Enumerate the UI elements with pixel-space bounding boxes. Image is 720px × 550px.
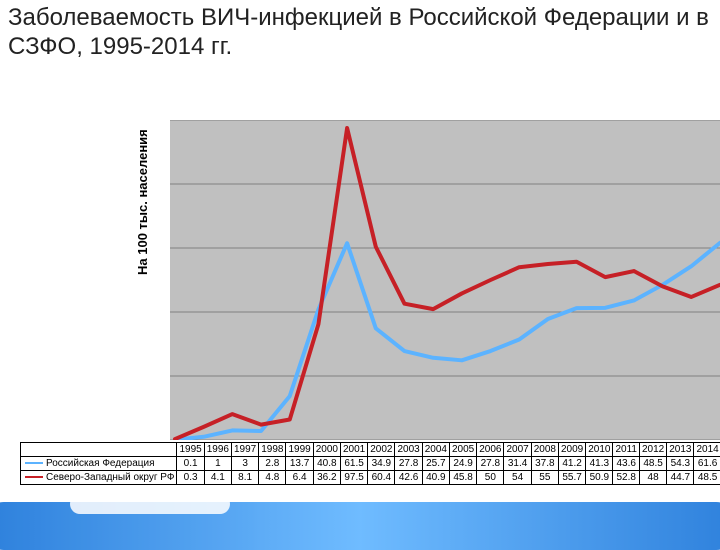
data-cell: 41.3 <box>586 457 613 471</box>
slide: Заболеваемость ВИЧ-инфекцией в Российско… <box>0 0 720 540</box>
data-cell: 8.1 <box>231 471 258 485</box>
year-header: 2008 <box>531 443 558 457</box>
year-header: 1996 <box>204 443 231 457</box>
year-header: 2005 <box>449 443 476 457</box>
year-header: 2002 <box>368 443 395 457</box>
data-cell: 24.9 <box>449 457 476 471</box>
data-cell: 13.7 <box>286 457 313 471</box>
data-cell: 1 <box>204 457 231 471</box>
data-cell: 55.7 <box>558 471 585 485</box>
data-cell: 27.8 <box>477 457 504 471</box>
data-cell: 48.5 <box>639 457 666 471</box>
data-cell: 3 <box>231 457 258 471</box>
data-cell: 50 <box>477 471 504 485</box>
year-header: 2013 <box>667 443 694 457</box>
data-cell: 42.6 <box>395 471 422 485</box>
data-cell: 54.3 <box>667 457 694 471</box>
data-cell: 97.5 <box>340 471 367 485</box>
data-cell: 37.8 <box>531 457 558 471</box>
year-header: 2010 <box>586 443 613 457</box>
year-header: 2003 <box>395 443 422 457</box>
year-header: 2001 <box>340 443 367 457</box>
year-header: 2011 <box>613 443 640 457</box>
data-cell: 2.8 <box>259 457 286 471</box>
data-cell: 36.2 <box>313 471 340 485</box>
data-cell: 50.9 <box>586 471 613 485</box>
data-cell: 61.6 <box>694 457 720 471</box>
data-cell: 4.8 <box>259 471 286 485</box>
data-cell: 0.3 <box>177 471 204 485</box>
year-header: 1997 <box>231 443 258 457</box>
chart-area: На 100 тыс. населения 020406080100 19951… <box>20 120 720 485</box>
data-cell: 43.6 <box>613 457 640 471</box>
data-cell: 55 <box>531 471 558 485</box>
data-cell: 48.5 <box>694 471 720 485</box>
series-label: Российская Федерация <box>21 457 177 471</box>
plot-svg <box>170 120 720 440</box>
year-header: 2004 <box>422 443 449 457</box>
plot-area <box>170 120 720 440</box>
data-cell: 25.7 <box>422 457 449 471</box>
data-cell: 52.8 <box>613 471 640 485</box>
year-header: 2006 <box>477 443 504 457</box>
year-header: 1998 <box>259 443 286 457</box>
data-cell: 45.8 <box>449 471 476 485</box>
data-cell: 34.9 <box>368 457 395 471</box>
year-header: 2007 <box>504 443 531 457</box>
year-header: 2009 <box>558 443 585 457</box>
year-header: 2014 <box>694 443 720 457</box>
data-table: 1995199619971998199920002001200220032004… <box>20 442 720 485</box>
data-cell: 40.8 <box>313 457 340 471</box>
footer-decoration <box>0 502 720 550</box>
data-cell: 4.1 <box>204 471 231 485</box>
year-header: 1999 <box>286 443 313 457</box>
data-cell: 44.7 <box>667 471 694 485</box>
series-line <box>175 128 720 439</box>
data-cell: 0.1 <box>177 457 204 471</box>
data-cell: 6.4 <box>286 471 313 485</box>
data-cell: 40.9 <box>422 471 449 485</box>
y-axis-label: На 100 тыс. населения <box>135 129 150 275</box>
year-header: 2012 <box>639 443 666 457</box>
data-cell: 31.4 <box>504 457 531 471</box>
slide-title: Заболеваемость ВИЧ-инфекцией в Российско… <box>8 4 712 62</box>
year-header: 1995 <box>177 443 204 457</box>
data-cell: 41.2 <box>558 457 585 471</box>
data-cell: 60.4 <box>368 471 395 485</box>
data-cell: 27.8 <box>395 457 422 471</box>
data-cell: 54 <box>504 471 531 485</box>
year-header: 2000 <box>313 443 340 457</box>
data-cell: 48 <box>639 471 666 485</box>
data-cell: 61.5 <box>340 457 367 471</box>
series-label: Северо-Западный округ РФ <box>21 471 177 485</box>
